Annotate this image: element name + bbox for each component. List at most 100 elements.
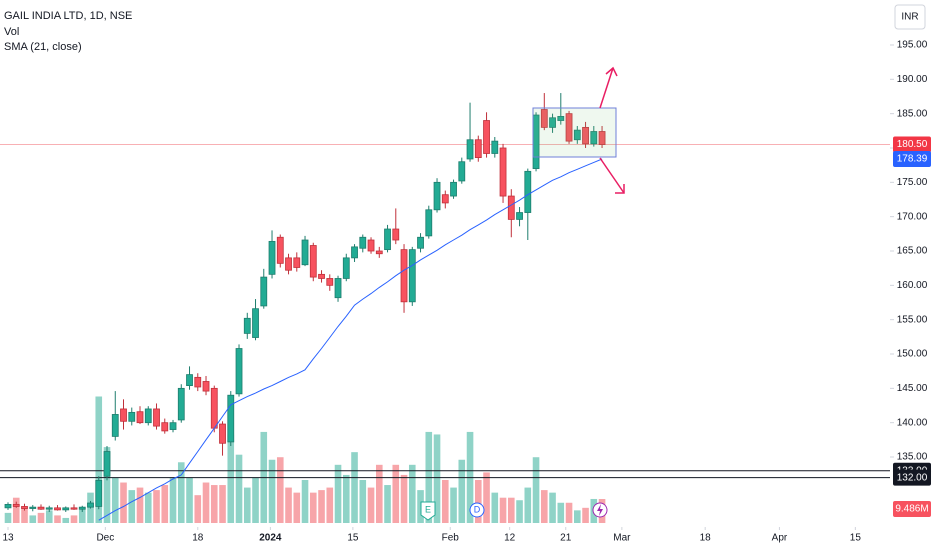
volume-bar xyxy=(524,487,532,523)
candle-body xyxy=(557,115,565,121)
volume-bar xyxy=(441,479,449,523)
volume-bar xyxy=(136,487,144,523)
x-tick-label: 18 xyxy=(700,533,712,544)
volume-bar xyxy=(54,515,61,523)
volume-bar xyxy=(342,474,350,523)
candle-body xyxy=(540,109,548,128)
candle-body xyxy=(111,414,119,437)
candle-body xyxy=(441,194,449,204)
volume-bar xyxy=(12,497,20,523)
y-tick-label: 145.00 xyxy=(897,383,928,394)
candle-body xyxy=(573,129,581,141)
candle-body xyxy=(318,273,325,279)
candle-body xyxy=(260,276,268,307)
event-icons: E D xyxy=(420,501,608,521)
y-tick-label: 185.00 xyxy=(897,108,928,119)
svg-text:D: D xyxy=(474,504,481,514)
candle-body xyxy=(450,181,457,197)
x-tick-label: Apr xyxy=(772,533,788,544)
candle-body xyxy=(516,212,523,220)
x-tick-label: 13 xyxy=(2,533,14,544)
candle-body xyxy=(466,139,474,160)
candle-body xyxy=(235,348,243,395)
candle-body xyxy=(268,240,276,275)
candle-body xyxy=(524,170,532,213)
candle-body xyxy=(491,140,499,154)
candle-body xyxy=(507,195,515,220)
candle-body xyxy=(186,374,193,386)
candle-body xyxy=(70,507,78,510)
volume-bar xyxy=(491,492,499,523)
y-tick-label: 195.00 xyxy=(897,40,928,51)
x-tick-label: 12 xyxy=(504,533,516,544)
candle-body xyxy=(37,506,45,510)
candle-body xyxy=(384,228,391,251)
y-tick-label: 135.00 xyxy=(897,452,928,463)
currency: INR xyxy=(901,12,918,23)
volume-bar xyxy=(573,510,581,523)
candle-body xyxy=(29,506,37,509)
volume-bar xyxy=(301,479,309,523)
y-tick-label: 175.00 xyxy=(897,177,928,188)
candle-body xyxy=(483,120,490,154)
volume-bar xyxy=(4,512,12,523)
volume-bar xyxy=(318,490,325,523)
x-tick-label: 15 xyxy=(347,533,359,544)
volume-bar xyxy=(507,497,515,523)
volume-bar xyxy=(474,479,482,523)
volume-bar xyxy=(70,515,78,523)
legend-sma: SMA (21, close) xyxy=(4,41,82,53)
sma-label-box xyxy=(893,151,931,168)
y-tick-label: 150.00 xyxy=(897,349,928,360)
hline-label: 132.00 xyxy=(897,472,928,483)
candle-body xyxy=(474,139,482,159)
volume-bar xyxy=(499,497,507,523)
x-tick-label: 18 xyxy=(192,533,204,544)
volume-bar xyxy=(153,490,160,523)
candle-body xyxy=(202,381,210,392)
sma-label: 178.39 xyxy=(897,154,928,165)
volume-bar xyxy=(458,459,466,523)
candle-body xyxy=(144,408,152,424)
volume-bar xyxy=(549,492,556,523)
candle-body xyxy=(219,423,226,444)
candle-body xyxy=(153,408,160,427)
candle-body xyxy=(309,245,317,278)
x-tick-label: Mar xyxy=(613,533,631,544)
sma-line xyxy=(98,158,603,521)
volume-bar xyxy=(128,490,136,523)
volume-bar xyxy=(29,515,37,523)
dividend-icon[interactable]: D xyxy=(469,502,485,518)
x-tick-label: Feb xyxy=(442,533,460,544)
y-tick-label: 170.00 xyxy=(897,211,928,222)
candle-body xyxy=(103,451,111,477)
volume-bar xyxy=(169,477,177,523)
y-tick-label: 165.00 xyxy=(897,246,928,257)
candle-body xyxy=(252,308,259,338)
candle-body xyxy=(400,249,408,303)
volume-bar xyxy=(367,487,375,523)
currency-box[interactable] xyxy=(894,4,926,30)
volume-bar xyxy=(219,485,226,523)
volume-bar xyxy=(334,464,342,523)
candle-body xyxy=(342,257,350,279)
split-icon[interactable] xyxy=(592,502,608,518)
earnings-icon[interactable]: E xyxy=(420,501,436,521)
volume-bar xyxy=(408,464,416,523)
volume-bar xyxy=(62,517,70,523)
candle-body xyxy=(549,117,556,128)
candle-body xyxy=(95,479,103,507)
candle-body xyxy=(78,506,86,510)
candle-body xyxy=(499,147,507,197)
candle-body xyxy=(301,239,309,266)
candle-body xyxy=(565,113,573,142)
candle-body xyxy=(136,411,144,424)
volume-bar xyxy=(120,482,127,523)
y-tick-label: 160.00 xyxy=(897,280,928,291)
volume-bar xyxy=(582,507,589,523)
x-tick-label: Dec xyxy=(96,533,114,544)
volume-bar xyxy=(210,485,218,523)
volume-bar xyxy=(483,472,490,523)
